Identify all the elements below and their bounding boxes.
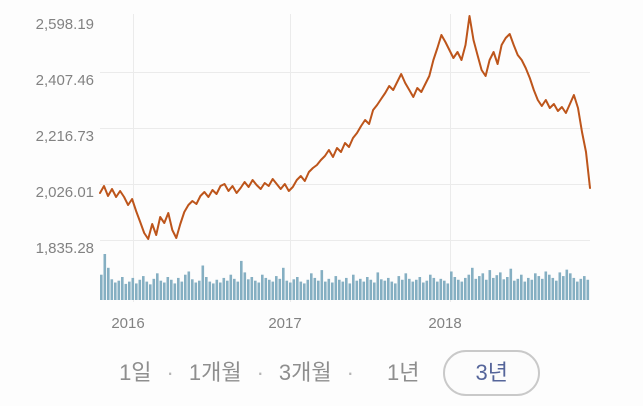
- svg-text:2017: 2017: [268, 315, 301, 332]
- gridlines: [100, 14, 590, 302]
- svg-text:1,835.28: 1,835.28: [36, 240, 94, 257]
- volume-bars: [100, 254, 590, 300]
- svg-text:2,026.01: 2,026.01: [36, 184, 94, 201]
- svg-text:2,216.73: 2,216.73: [36, 128, 94, 145]
- price-line: [99, 15, 591, 240]
- period-button-1year[interactable]: 1년: [386, 360, 420, 385]
- separator-dot: ·: [256, 360, 264, 385]
- svg-text:2,407.46: 2,407.46: [36, 72, 94, 89]
- price-volume-chart: 2,598.19 2,407.46 2,216.73 2,026.01 1,835.28…: [36, 14, 591, 332]
- svg-text:2,598.19: 2,598.19: [36, 16, 94, 33]
- y-axis-labels: 2,598.19 2,407.46 2,216.73 2,026.01 1,835.28: [36, 16, 94, 257]
- period-button-1month[interactable]: 1개월: [188, 360, 242, 385]
- period-button-3years[interactable]: 3년: [443, 350, 540, 396]
- period-button-3months[interactable]: 3개월: [278, 360, 332, 385]
- separator-dot: ·: [346, 360, 354, 385]
- x-axis-labels: 2016 2017 2018: [111, 315, 461, 332]
- separator-dot: ·: [166, 360, 174, 385]
- period-selector: 1일 · 1개월 · 3개월 · 1년 3년: [0, 346, 643, 400]
- period-button-1day[interactable]: 1일: [119, 360, 152, 385]
- svg-text:2018: 2018: [428, 315, 461, 332]
- svg-text:2016: 2016: [111, 315, 144, 332]
